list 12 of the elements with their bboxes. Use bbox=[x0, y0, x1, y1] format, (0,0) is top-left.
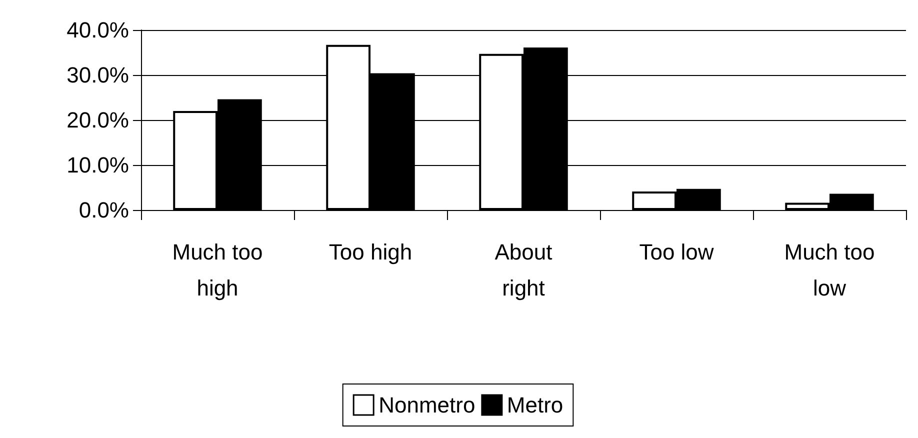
legend-label: Nonmetro bbox=[378, 392, 476, 418]
x-tick-label: Much too high bbox=[172, 240, 263, 300]
legend-label: Metro bbox=[506, 392, 564, 418]
x-tick-label: Much too low bbox=[784, 240, 875, 300]
x-tick-label: About right bbox=[494, 240, 552, 300]
x-tick-label: Too high bbox=[328, 240, 412, 264]
y-tick-label: 30.0% bbox=[66, 62, 129, 88]
y-tick-label: 20.0% bbox=[66, 108, 129, 132]
y-tick-label: 10.0% bbox=[66, 152, 129, 178]
y-tick-label: 0.0% bbox=[78, 198, 129, 222]
y-tick-label: 40.0% bbox=[66, 18, 129, 42]
x-tick-label: Too low bbox=[639, 240, 714, 264]
